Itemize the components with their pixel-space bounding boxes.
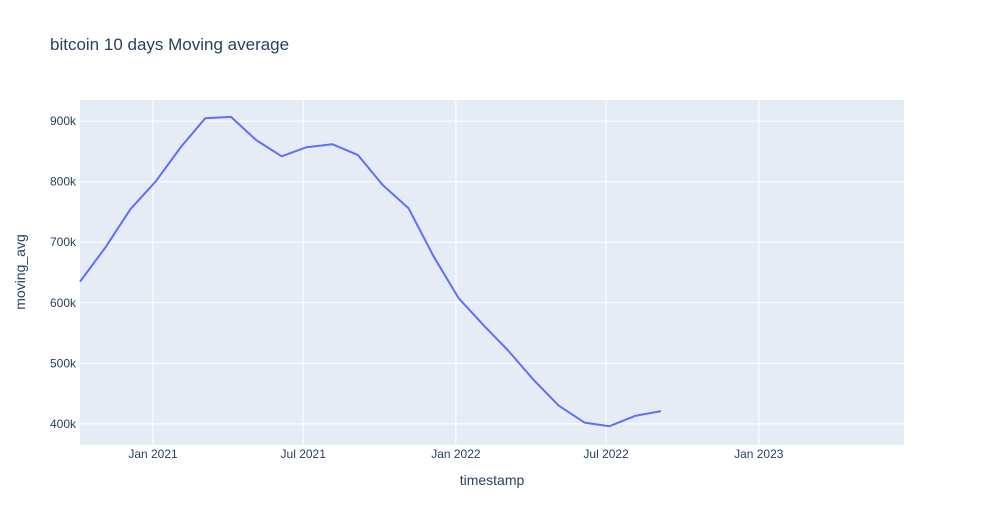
x-tick-label: Jul 2021 <box>281 447 327 461</box>
y-tick-label: 700k <box>50 235 77 249</box>
y-tick-labels: 400k 500k 600k 700k 800k 900k <box>50 114 77 431</box>
series-group <box>79 115 662 428</box>
gridlines <box>80 100 904 445</box>
chart-title: bitcoin 10 days Moving average <box>50 35 289 54</box>
y-tick-label: 600k <box>50 296 77 310</box>
x-axis-title: timestamp <box>460 472 525 488</box>
x-tick-label: Jan 2021 <box>128 447 178 461</box>
y-tick-label: 500k <box>50 356 77 370</box>
x-tick-label: Jan 2022 <box>431 447 481 461</box>
y-tick-label: 400k <box>50 417 77 431</box>
x-tick-label: Jul 2022 <box>583 447 629 461</box>
y-tick-label: 900k <box>50 114 77 128</box>
x-tick-labels: Jan 2021 Jul 2021 Jan 2022 Jul 2022 Jan 2023 <box>128 447 783 461</box>
y-tick-label: 800k <box>50 175 77 189</box>
series-line <box>79 115 662 428</box>
plot-area <box>80 100 904 445</box>
x-tick-label: Jan 2023 <box>734 447 784 461</box>
y-axis-title: moving_avg <box>12 234 28 310</box>
